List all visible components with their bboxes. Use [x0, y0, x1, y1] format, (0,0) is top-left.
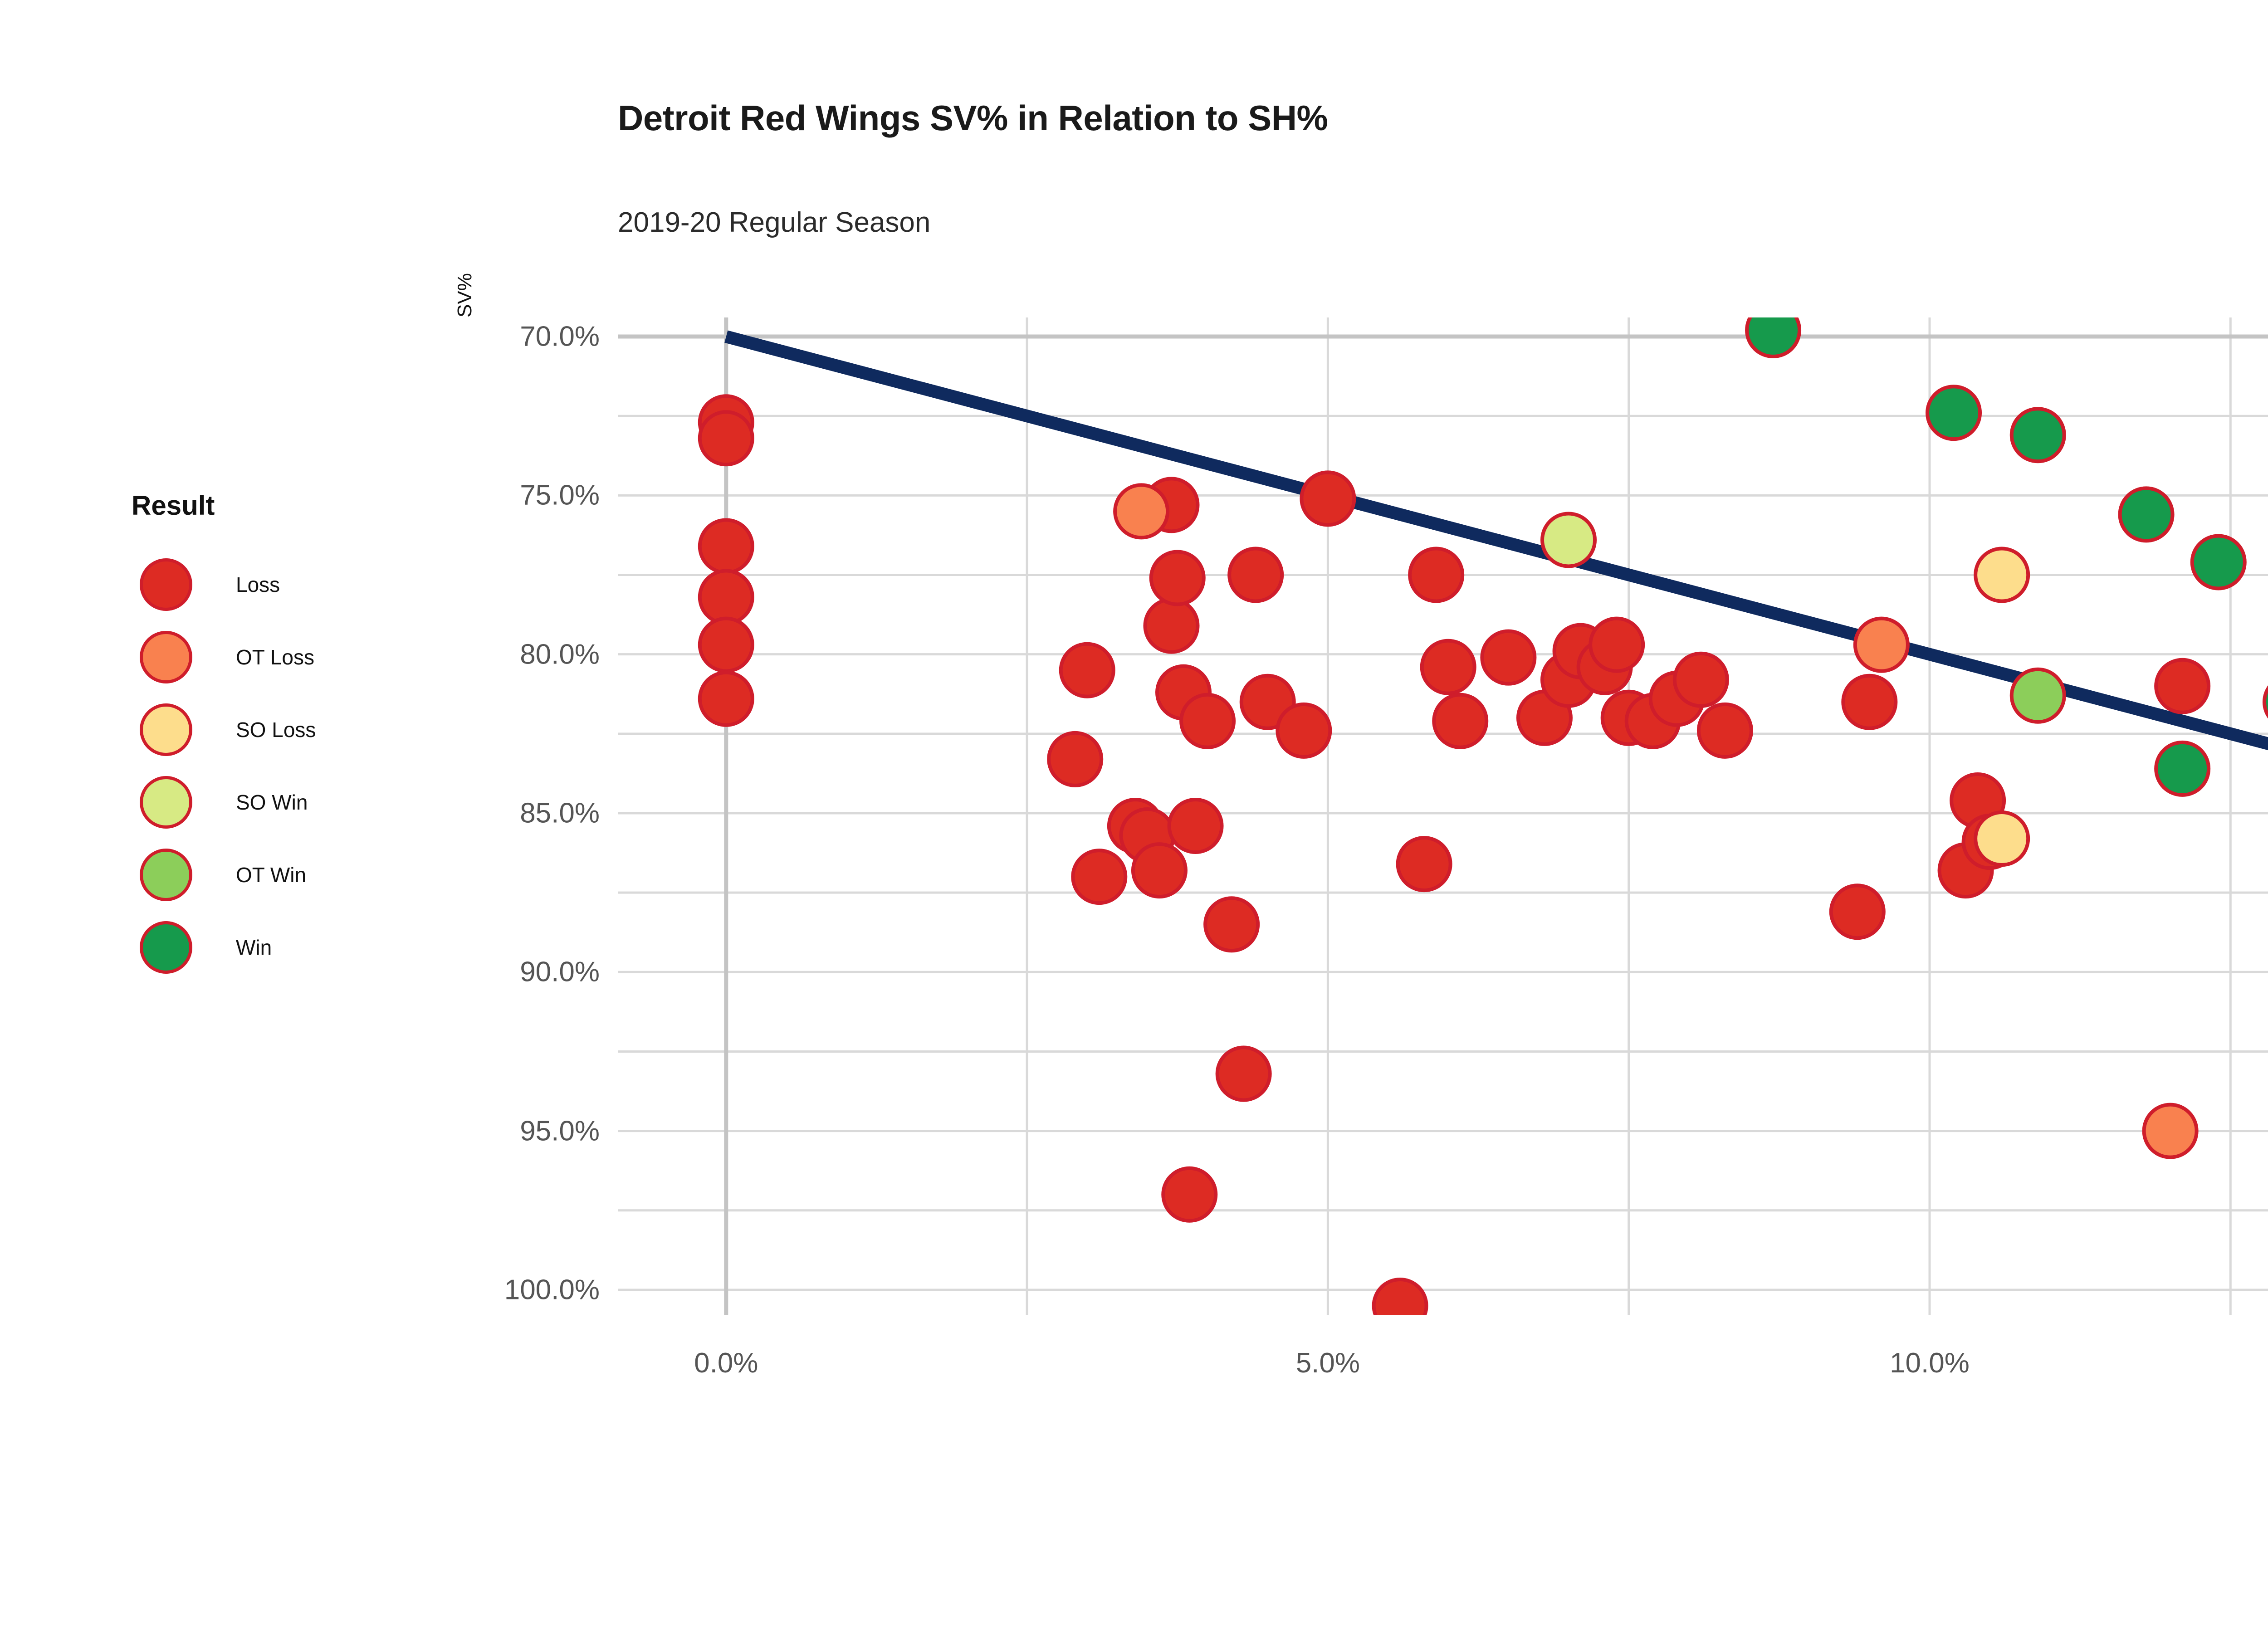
- x-axis-tick: 10.0%: [1890, 1347, 1970, 1379]
- y-axis-tick: 100.0%: [504, 1274, 600, 1306]
- data-point-loss[interactable]: [1203, 896, 1260, 953]
- legend-swatch-so-loss: [140, 703, 192, 756]
- legend-item[interactable]: OT Loss: [132, 621, 540, 693]
- data-point-loss[interactable]: [1276, 702, 1332, 759]
- data-point-so-loss[interactable]: [1974, 547, 2030, 603]
- legend-item-label: Win: [236, 936, 272, 959]
- data-point-loss[interactable]: [1672, 651, 1729, 708]
- data-point-loss[interactable]: [698, 569, 754, 625]
- data-point-loss[interactable]: [1071, 849, 1128, 905]
- pdo-trendline: [724, 330, 2268, 751]
- data-point-loss[interactable]: [1300, 470, 1356, 527]
- data-point-so-win[interactable]: [1540, 512, 1597, 568]
- page-title: Detroit Red Wings SV% in Relation to SH%: [618, 98, 1328, 138]
- data-point-loss[interactable]: [698, 670, 754, 727]
- legend-item-label: SO Win: [236, 791, 308, 814]
- data-point-loss[interactable]: [1372, 1277, 1428, 1332]
- legend-item[interactable]: SO Win: [132, 766, 540, 839]
- data-point-loss[interactable]: [1167, 798, 1224, 854]
- legend-swatch-so-win: [140, 776, 192, 829]
- y-axis-tick: 70.0%: [520, 321, 600, 352]
- x-axis-tick: 5.0%: [1295, 1347, 1360, 1379]
- data-point-loss[interactable]: [1408, 547, 1465, 603]
- legend-swatch-win: [140, 921, 192, 974]
- data-point-ot-loss[interactable]: [2142, 1103, 2199, 1159]
- data-point-loss[interactable]: [1227, 547, 1284, 603]
- legend-item-label: SO Loss: [236, 718, 316, 742]
- data-point-loss[interactable]: [1215, 1045, 1272, 1102]
- data-point-loss[interactable]: [698, 518, 754, 575]
- data-point-loss[interactable]: [1143, 597, 1200, 654]
- data-point-so-loss[interactable]: [1974, 810, 2030, 867]
- data-point-win[interactable]: [1926, 385, 1982, 441]
- legend-item-label: OT Loss: [236, 645, 314, 669]
- data-point-loss[interactable]: [2154, 658, 2211, 714]
- legend-item[interactable]: SO Loss: [132, 693, 540, 766]
- data-point-win[interactable]: [2118, 486, 2175, 543]
- y-axis-tick: 85.0%: [520, 797, 600, 829]
- data-point-ot-loss[interactable]: [1853, 616, 1910, 673]
- data-point-win[interactable]: [1745, 304, 1802, 359]
- data-point-win[interactable]: [2190, 534, 2247, 591]
- y-axis-tick: 95.0%: [520, 1115, 600, 1147]
- data-points: [698, 304, 2268, 1332]
- data-point-loss[interactable]: [1149, 550, 1206, 606]
- data-point-loss[interactable]: [1396, 836, 1452, 893]
- data-point-win[interactable]: [2262, 676, 2268, 728]
- data-point-loss[interactable]: [1432, 693, 1489, 749]
- data-point-ot-win[interactable]: [2009, 667, 2066, 724]
- data-point-loss[interactable]: [698, 616, 754, 673]
- legend: Result Loss OT Loss SO Loss SO Win OT Win Win: [132, 490, 540, 984]
- data-point-win[interactable]: [2009, 407, 2066, 464]
- data-point-loss[interactable]: [1179, 693, 1236, 749]
- legend-item[interactable]: OT Win: [132, 839, 540, 911]
- y-axis-title: SV%: [454, 273, 476, 317]
- data-point-loss[interactable]: [1696, 702, 1753, 759]
- data-point-loss[interactable]: [1047, 731, 1104, 787]
- y-axis-tick: 80.0%: [520, 639, 600, 670]
- gridlines: [618, 317, 2268, 1315]
- legend-title: Result: [132, 490, 215, 521]
- data-point-loss[interactable]: [1059, 642, 1115, 698]
- data-point-loss[interactable]: [1480, 629, 1537, 686]
- y-axis-tick: 90.0%: [520, 956, 600, 988]
- page-subtitle: 2019-20 Regular Season: [618, 207, 931, 238]
- data-point-loss[interactable]: [1829, 883, 1886, 940]
- y-axis-tick: 75.0%: [520, 479, 600, 511]
- legend-swatch-ot-win: [140, 849, 192, 901]
- data-point-loss[interactable]: [1841, 674, 1898, 730]
- legend-item[interactable]: Win: [132, 911, 540, 984]
- legend-item[interactable]: Loss: [132, 548, 540, 621]
- legend-swatch-ot-loss: [140, 631, 192, 683]
- x-axis-tick: 0.0%: [694, 1347, 758, 1379]
- data-point-loss[interactable]: [1161, 1166, 1218, 1223]
- data-point-ot-loss[interactable]: [1113, 483, 1170, 540]
- legend-item-label: OT Win: [236, 863, 307, 887]
- data-point-loss[interactable]: [1420, 639, 1476, 695]
- data-point-loss[interactable]: [698, 410, 754, 467]
- legend-item-label: Loss: [236, 573, 280, 596]
- data-point-loss[interactable]: [1131, 842, 1188, 899]
- legend-swatch-loss: [140, 558, 192, 611]
- data-point-loss[interactable]: [1589, 616, 1645, 673]
- data-point-win[interactable]: [2154, 740, 2211, 797]
